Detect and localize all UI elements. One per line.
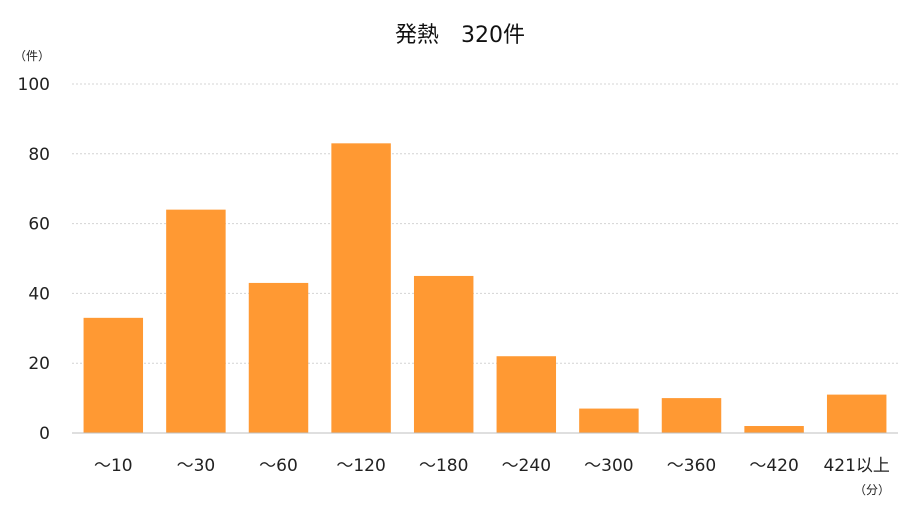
x-axis-ticks: ～10 ～30 ～60 ～120 ～180 ～240 ～300 ～360 ～420 421以上 — [94, 456, 890, 476]
bar-5 — [496, 356, 557, 433]
y-tick-label: 100 — [18, 75, 50, 95]
x-tick-label: ～30 — [177, 456, 216, 476]
bar-3 — [331, 143, 391, 433]
x-tick-label: ～180 — [419, 456, 468, 476]
x-tick-label: ～240 — [502, 456, 551, 476]
y-axis-unit-label: （件） — [14, 49, 50, 63]
bar-7 — [661, 398, 722, 433]
bar-9 — [826, 394, 887, 433]
bar-0 — [83, 317, 144, 433]
x-tick-label: ～10 — [94, 456, 133, 476]
y-tick-label: 40 — [28, 284, 50, 304]
bar-8 — [744, 426, 804, 433]
bar-2 — [248, 282, 309, 433]
y-tick-label: 0 — [39, 424, 50, 444]
y-tick-label: 20 — [28, 354, 50, 374]
bar-4 — [413, 275, 474, 433]
bar-6 — [579, 408, 639, 433]
x-tick-label: ～300 — [584, 456, 633, 476]
y-tick-label: 60 — [28, 215, 50, 235]
y-tick-label: 80 — [28, 145, 50, 165]
x-tick-label: ～420 — [749, 456, 798, 476]
x-axis-unit-label: （分） — [854, 483, 890, 497]
bar-1 — [166, 209, 226, 433]
x-tick-label: ～360 — [667, 456, 716, 476]
x-tick-label: ～120 — [336, 456, 385, 476]
x-tick-label: 421以上 — [823, 456, 889, 476]
bars — [83, 143, 887, 433]
chart-title: 発熱 320件 — [395, 23, 525, 48]
y-axis-ticks: 0 20 40 60 80 100 — [18, 75, 50, 444]
x-tick-label: ～60 — [259, 456, 298, 476]
